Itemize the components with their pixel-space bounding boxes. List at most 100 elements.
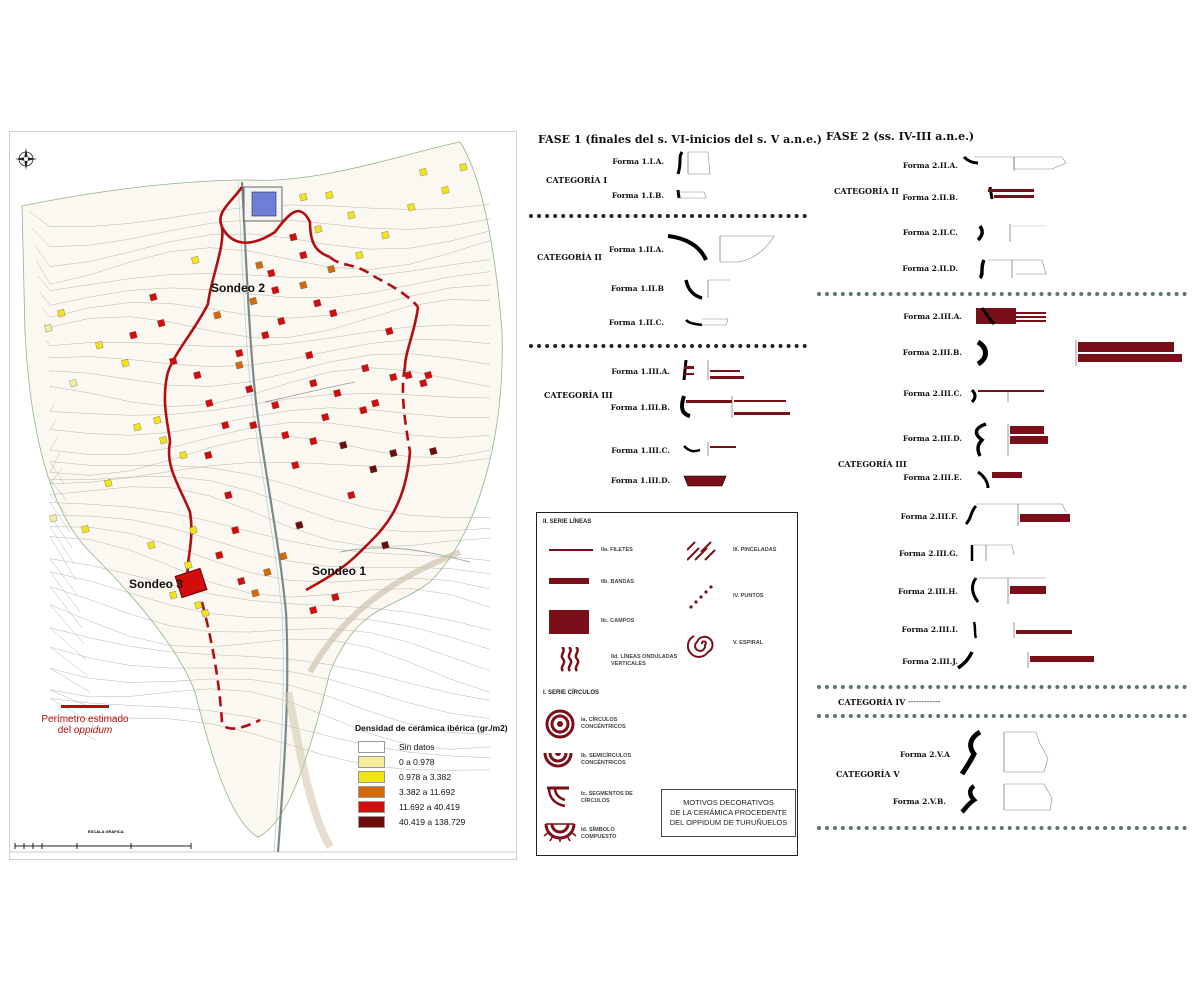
- legend-swatch: [358, 740, 385, 753]
- sondeo-3-excavation: [174, 567, 208, 599]
- forma-label: Forma 2.V.A: [899, 750, 950, 759]
- density-square: [281, 431, 290, 440]
- density-square: [314, 225, 323, 234]
- density-square: [157, 319, 166, 328]
- legend-row: 11.692 a 40.419: [358, 799, 515, 814]
- fase2-cat-4-dash: ------------: [908, 697, 941, 706]
- legend-swatch: [358, 815, 385, 828]
- contour-line: [49, 716, 491, 771]
- density-square: [291, 461, 300, 470]
- sherd-2-II-D: [978, 259, 1047, 280]
- density-square: [305, 351, 314, 360]
- separator: [529, 214, 807, 218]
- contour-line: [49, 502, 491, 561]
- motif-label: IId. LÍNEAS ONDULADAS VERTICALES: [611, 654, 678, 667]
- density-square: [245, 385, 254, 394]
- density-square: [149, 293, 158, 302]
- perimeter-legend-line2: del oppidum: [57, 725, 113, 736]
- motif-label: Ic. SEGMENTOS DE CÍRCULOS: [581, 791, 633, 804]
- contour-line: [49, 457, 491, 485]
- perimeter-legend: Perímetro estimado del oppidum: [30, 705, 140, 736]
- density-square: [339, 441, 348, 450]
- density-square: [289, 233, 298, 242]
- perimeter-solid: [305, 451, 412, 592]
- motif-label: III. PINCELADAS: [733, 547, 777, 553]
- density-square: [459, 163, 468, 172]
- perimeter-dashed: [200, 601, 261, 730]
- density-square: [213, 311, 222, 320]
- contour-line: [49, 486, 491, 547]
- legend-row: 3.382 a 11.692: [358, 784, 515, 799]
- sherd-2-III-I: [972, 621, 1072, 639]
- fase1-cat-2: CATEGORÍA II: [537, 252, 602, 262]
- sherd-2-III-B: [976, 339, 1182, 367]
- perimeter-dashed: [401, 366, 412, 453]
- motif-label: Id. SÍMBOLO COMPUESTO: [581, 827, 617, 840]
- motif-label: Ib. SEMICÍRCULOS CONCÉNTRICOS: [581, 753, 632, 766]
- density-square: [263, 568, 272, 577]
- density-square: [267, 269, 276, 278]
- density-square: [49, 514, 58, 523]
- puntos-icon: [689, 585, 713, 609]
- motif-label: V. ESPIRAL: [733, 640, 764, 646]
- sherd-2-III-C: [970, 388, 1044, 404]
- density-square: [69, 379, 78, 388]
- contour-line: [49, 586, 491, 671]
- track: [264, 381, 356, 403]
- density-square: [194, 601, 203, 610]
- forma-label: Forma 2.III.G.: [899, 549, 958, 558]
- fase2-cat-5: CATEGORÍA V: [836, 769, 900, 779]
- contour-line: [35, 240, 491, 285]
- density-square: [81, 525, 90, 534]
- sherd-2-III-F: [964, 503, 1070, 526]
- sherd-1-II-A: [667, 234, 775, 263]
- density-square: [224, 491, 233, 500]
- motifs-legend: II. SERIE LÍNEAS IIa. FILETES IIb. BANDA…: [536, 512, 798, 856]
- density-square: [44, 324, 53, 333]
- campos-icon: [549, 610, 589, 634]
- density-square: [193, 371, 202, 380]
- density-square: [179, 451, 188, 460]
- density-square: [251, 589, 260, 598]
- density-square: [329, 309, 338, 318]
- sherd-1-III-C: [683, 442, 736, 456]
- density-square: [121, 359, 130, 368]
- motif-label: IIb. BANDAS: [601, 579, 634, 585]
- legend-swatch: [358, 785, 385, 798]
- structure-pool: [251, 191, 277, 217]
- separator: [529, 344, 807, 348]
- sondeo-3-label: Sondeo 3: [129, 577, 184, 591]
- contour-line: [49, 627, 491, 701]
- density-square: [347, 491, 356, 500]
- scale-bar: [14, 843, 192, 849]
- density-square: [215, 551, 224, 560]
- contour-line: [37, 259, 491, 291]
- sherd-2-III-D: [974, 422, 1048, 457]
- serie-lineas-head: II. SERIE LÍNEAS: [543, 519, 592, 525]
- fase2-cat-2: CATEGORÍA II: [834, 186, 899, 196]
- contour-line: [49, 407, 491, 436]
- perimeter-dashed: [329, 256, 420, 308]
- legend-swatch: [358, 755, 385, 768]
- forma-label: Forma 1.III.B.: [610, 403, 670, 412]
- perimeter-solid: [403, 306, 420, 368]
- density-square: [371, 399, 380, 408]
- forma-label: Forma 1.I.A.: [612, 157, 664, 166]
- perimeter-legend-line1: Perímetro estimado: [41, 714, 129, 725]
- cliff: [284, 691, 334, 849]
- density-square: [347, 211, 356, 220]
- fase1-title: FASE 1 (finales del s. VI-inicios del s.…: [538, 133, 822, 146]
- density-square: [133, 423, 142, 432]
- sherd-2-III-H: [970, 577, 1046, 604]
- pinceladas-icon: [687, 541, 716, 561]
- density-square: [407, 203, 416, 212]
- sherd-2-II-C: [976, 224, 1046, 242]
- sherd-1-III-A: [682, 359, 744, 381]
- hill-outline: [21, 141, 503, 838]
- density-square: [189, 526, 198, 535]
- density-square: [129, 331, 138, 340]
- density-square: [424, 371, 433, 380]
- density-square: [325, 191, 334, 200]
- density-square: [309, 606, 318, 615]
- legend-row: 40.419 a 138.729: [358, 814, 515, 829]
